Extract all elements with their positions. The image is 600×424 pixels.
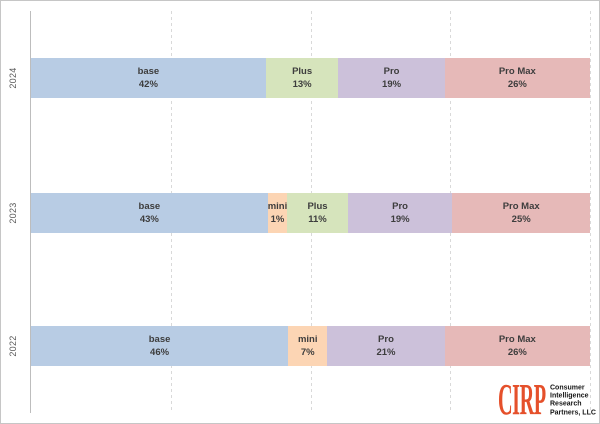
bar-segment-2023-pro-max: Pro Max 25%	[452, 193, 590, 233]
segment-percent: 25%	[511, 214, 531, 225]
segment-name: Pro	[392, 200, 408, 212]
segment-percent: 26%	[507, 347, 527, 358]
segment-label: Pro Max 26%	[499, 65, 536, 92]
segment-percent: 26%	[507, 79, 527, 90]
segment-percent: 19%	[390, 214, 410, 225]
segment-name: base	[138, 200, 161, 212]
cirp-logo: CIRP Consumer Intelligence Research Part…	[498, 378, 597, 422]
segment-name: mini	[297, 333, 318, 345]
segment-name: Pro Max	[498, 333, 536, 345]
segment-label: Pro Max 25%	[503, 200, 540, 227]
bar-segment-2024-pro: Pro 19%	[338, 58, 445, 98]
cirp-logo-text: Consumer Intelligence Research Partners,…	[550, 385, 596, 418]
segment-label: Pro 19%	[391, 200, 410, 227]
segment-percent: 1%	[270, 214, 285, 225]
segment-label: Plus 13%	[292, 65, 312, 92]
bar-segment-2023-plus: Plus 11%	[287, 193, 348, 233]
bar-segment-2022-base: base 46%	[31, 326, 289, 366]
bar-segment-2022-pro-max: Pro Max 26%	[444, 326, 590, 366]
plot-area: base 42% Plus 13% Pro 19% Pro Max 26% base 43% min…	[30, 11, 591, 413]
bar-row-2023: base 43% mini 1% Plus 11% Pro 19% Pro Max 25%	[31, 193, 590, 233]
segment-percent: 19%	[382, 79, 402, 90]
segment-label: base 46%	[149, 333, 171, 360]
segment-percent: 43%	[139, 214, 159, 225]
segment-percent: 46%	[150, 347, 170, 358]
segment-label: Pro 21%	[376, 333, 395, 360]
logo-line: Consumer	[550, 384, 585, 392]
segment-name: Plus	[292, 65, 313, 77]
bar-segment-2024-pro-max: Pro Max 26%	[444, 58, 590, 98]
bars: base 42% Plus 13% Pro 19% Pro Max 26% base 43% min…	[31, 11, 590, 413]
axis-label-2024: 2024	[8, 67, 18, 89]
segment-label: base 42%	[138, 65, 160, 92]
segment-label: base 43%	[139, 200, 161, 227]
bar-segment-2023-mini: mini 1%	[267, 193, 288, 233]
segment-name: Pro	[383, 65, 400, 77]
segment-label: mini 7%	[298, 333, 318, 360]
bar-segment-2023-pro: Pro 19%	[347, 193, 453, 233]
segment-percent: 13%	[292, 79, 312, 90]
segment-name: mini	[267, 200, 288, 212]
segment-name: Pro	[378, 333, 394, 345]
axis-label-2023: 2023	[8, 202, 18, 224]
segment-name: base	[148, 333, 171, 345]
logo-line: Intelligence	[550, 392, 589, 400]
bar-segment-2024-base: base 42%	[31, 58, 266, 98]
axis-label-2022: 2022	[8, 335, 18, 357]
segment-name: Plus	[307, 200, 328, 212]
bar-segment-2023-base: base 43%	[31, 193, 268, 233]
logo-line: Research	[550, 401, 582, 408]
segment-percent: 11%	[308, 214, 327, 225]
cirp-logo-brand: CIRP	[498, 375, 546, 424]
bar-row-2024: base 42% Plus 13% Pro 19% Pro Max 26%	[31, 58, 590, 98]
bar-segment-2022-mini: mini 7%	[288, 326, 328, 366]
segment-label: Pro 19%	[382, 65, 401, 92]
segment-name: Pro Max	[502, 200, 540, 212]
bar-segment-2022-pro: Pro 21%	[327, 326, 445, 366]
segment-name: base	[137, 65, 160, 77]
segment-label: Pro Max 26%	[499, 333, 536, 360]
segment-percent: 21%	[376, 347, 396, 358]
bar-segment-2024-plus: Plus 13%	[265, 58, 339, 98]
segment-percent: 42%	[138, 79, 158, 90]
segment-label: mini 1%	[268, 200, 288, 227]
logo-line: Partners, LLC	[550, 409, 596, 417]
segment-name: Pro Max	[498, 65, 536, 77]
segment-percent: 7%	[300, 347, 315, 358]
gridline-100	[590, 11, 591, 413]
bar-row-2022: base 46% mini 7% Pro 21% Pro Max 26%	[31, 326, 590, 366]
segment-label: Plus 11%	[307, 200, 327, 227]
